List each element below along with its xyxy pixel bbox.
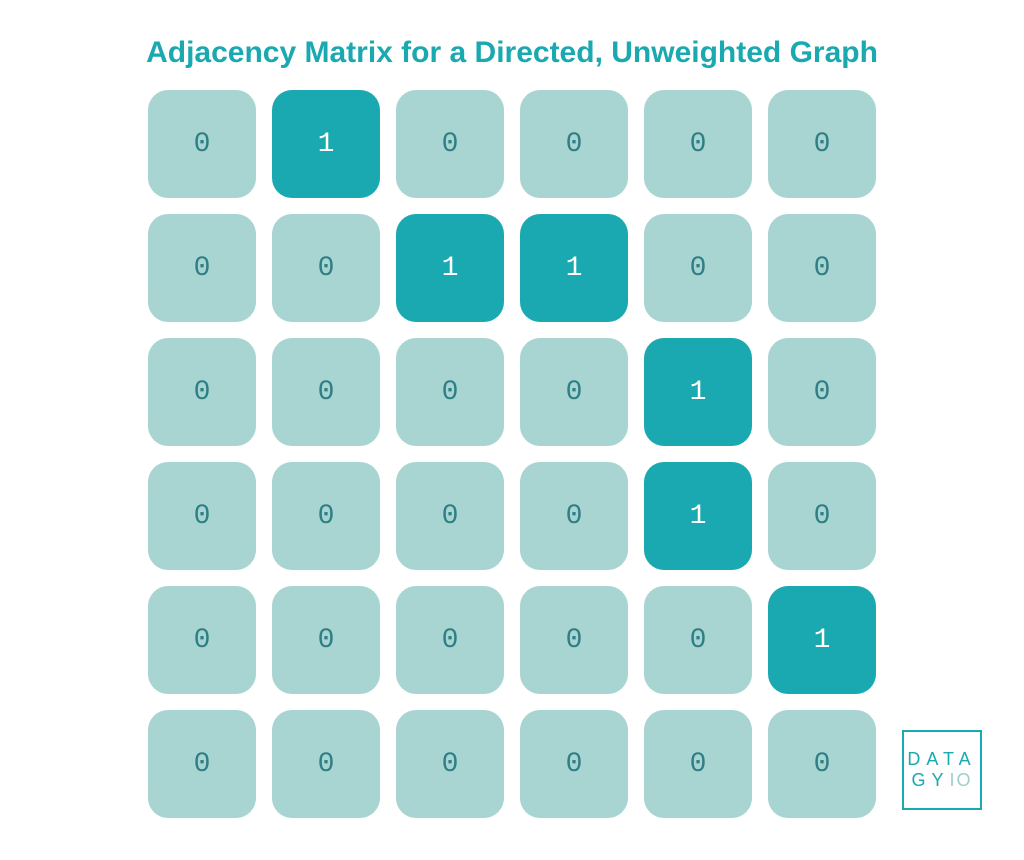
logo-line-2: GYIO [911, 770, 972, 791]
matrix-cell: 0 [272, 214, 380, 322]
page-title: Adjacency Matrix for a Directed, Unweigh… [0, 0, 1024, 90]
matrix-cell: 1 [644, 338, 752, 446]
matrix-cell: 0 [768, 338, 876, 446]
matrix-cell: 0 [272, 462, 380, 570]
adjacency-matrix: 010000001100000010000010000001000000 [148, 90, 876, 818]
logo-line-1: DATA [907, 749, 976, 770]
matrix-cell: 0 [520, 586, 628, 694]
matrix-cell: 0 [148, 214, 256, 322]
matrix-cell: 0 [396, 90, 504, 198]
matrix-cell: 0 [644, 90, 752, 198]
matrix-cell: 0 [148, 90, 256, 198]
matrix-cell: 0 [644, 214, 752, 322]
matrix-cell: 0 [396, 462, 504, 570]
matrix-cell: 1 [768, 586, 876, 694]
matrix-cell: 0 [396, 586, 504, 694]
matrix-cell: 0 [644, 586, 752, 694]
brand-logo: DATA GYIO [902, 730, 982, 810]
matrix-container: 010000001100000010000010000001000000 [0, 90, 1024, 818]
matrix-cell: 1 [644, 462, 752, 570]
logo-io: IO [950, 770, 973, 790]
matrix-cell: 0 [520, 338, 628, 446]
matrix-cell: 0 [768, 710, 876, 818]
matrix-cell: 0 [768, 462, 876, 570]
matrix-cell: 0 [644, 710, 752, 818]
matrix-cell: 1 [520, 214, 628, 322]
matrix-cell: 0 [272, 710, 380, 818]
matrix-cell: 0 [272, 338, 380, 446]
matrix-cell: 1 [396, 214, 504, 322]
matrix-cell: 0 [520, 90, 628, 198]
matrix-cell: 0 [272, 586, 380, 694]
matrix-cell: 0 [396, 338, 504, 446]
matrix-cell: 0 [520, 710, 628, 818]
matrix-cell: 0 [148, 338, 256, 446]
matrix-cell: 1 [272, 90, 380, 198]
matrix-cell: 0 [148, 710, 256, 818]
matrix-cell: 0 [520, 462, 628, 570]
logo-gy: GY [911, 770, 949, 790]
matrix-cell: 0 [768, 214, 876, 322]
matrix-cell: 0 [768, 90, 876, 198]
matrix-cell: 0 [148, 462, 256, 570]
matrix-cell: 0 [148, 586, 256, 694]
matrix-cell: 0 [396, 710, 504, 818]
